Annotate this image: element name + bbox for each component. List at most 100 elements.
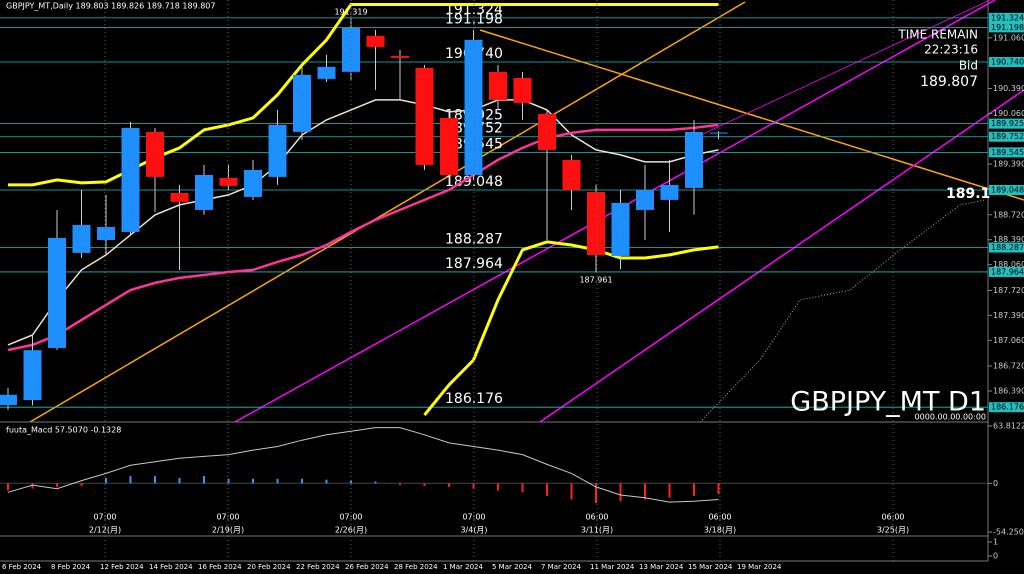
y-tick-label: 63.8122 — [993, 422, 1024, 431]
histogram-bar — [154, 476, 156, 484]
candle-body — [146, 131, 164, 177]
y-tick-label: 190.060 — [993, 109, 1024, 118]
candle-body — [611, 202, 630, 256]
histogram-bar — [301, 478, 303, 484]
candle-body — [268, 124, 287, 177]
level-axis-label: 189.925 — [991, 119, 1024, 128]
info-value: 189.807 — [920, 74, 978, 90]
x-tick-label: 13 Mar 2024 — [639, 563, 684, 571]
candle-body — [587, 191, 605, 255]
candle-body — [72, 224, 91, 253]
histogram-bar — [448, 483, 450, 487]
histogram-bar — [203, 476, 205, 484]
histogram-bar — [399, 483, 401, 486]
histogram-bar — [644, 483, 646, 500]
time-marker-date: 3/4(月) — [460, 526, 487, 535]
level-box — [989, 131, 1024, 142]
indicator-title: fuuta_Macd 57.5070 -0.1328 — [6, 426, 121, 435]
time-marker-time: 07:00 — [339, 513, 362, 522]
y-tick-label: 191.060 — [993, 33, 1024, 42]
time-marker-date: 3/11(月) — [581, 526, 613, 535]
histogram-bar — [56, 483, 58, 487]
candle-body — [440, 117, 458, 175]
x-tick-label: 6 Feb 2024 — [2, 563, 42, 571]
info-value: 22:23:16 — [924, 43, 978, 57]
candle-body — [415, 67, 434, 165]
level-axis-label: 191.198 — [991, 23, 1024, 32]
candle-body — [660, 184, 679, 200]
candle-body — [464, 39, 483, 175]
level-axis-label: 187.964 — [991, 267, 1024, 276]
x-tick-label: 20 Feb 2024 — [247, 563, 291, 571]
y-tick-label: 187.390 — [993, 311, 1024, 320]
histogram-bar — [276, 478, 279, 484]
watermark: GBPJPY_MT D1 — [790, 387, 986, 418]
candle-body — [562, 159, 581, 190]
x-tick-label: 5 Mar 2024 — [492, 563, 532, 571]
y-tick-label: 187.720 — [993, 286, 1024, 295]
x-tick-label: 15 Mar 2024 — [688, 563, 733, 571]
chart-title: GBPJPY_MT,Daily 189.803 189.826 189.718 … — [6, 2, 215, 11]
x-tick-label: 12 Feb 2024 — [100, 563, 144, 571]
histogram-bar — [717, 483, 720, 495]
histogram-bar — [31, 483, 34, 489]
candle-body — [709, 132, 728, 134]
time-marker-date: 2/12(月) — [89, 526, 121, 535]
y-tick-label: 186.390 — [993, 386, 1024, 395]
histogram-bar — [497, 483, 499, 491]
level-label: 189.048 — [445, 174, 503, 190]
level-box — [989, 402, 1024, 413]
level-box — [989, 57, 1024, 68]
candle-body — [391, 55, 409, 58]
x-tick-label: 26 Feb 2024 — [345, 563, 389, 571]
trendline-label: 189.1 — [946, 186, 990, 202]
candle-body — [366, 35, 385, 47]
histogram-bar — [423, 483, 426, 486]
candle-body — [23, 350, 42, 401]
x-tick-label: 22 Feb 2024 — [296, 563, 340, 571]
y-tick-label: 190.390 — [993, 84, 1024, 93]
time-marker-date: 2/19(月) — [212, 526, 244, 535]
candle-body — [293, 74, 311, 132]
candle-body — [342, 27, 360, 72]
level-label: 191.198 — [445, 11, 503, 27]
histogram-bar — [178, 477, 181, 484]
level-axis-label: 191.324 — [991, 13, 1024, 22]
overlay-line — [7, 123, 719, 352]
level-label: 187.964 — [445, 256, 503, 272]
y-tick-label: 188.390 — [993, 235, 1024, 244]
cloud-outline — [699, 199, 986, 423]
time-marker-date: 2/26(月) — [335, 526, 367, 535]
candle-body — [685, 131, 703, 188]
trendline — [29, 1, 746, 423]
channel-line — [539, 89, 1024, 423]
low-label: 187.961 — [579, 276, 612, 285]
histogram-bar — [227, 478, 230, 484]
level-axis-label: 188.287 — [991, 243, 1024, 252]
watermark-sub: 0000.00.00.00:00 — [915, 413, 986, 422]
y-tick-label: 187.060 — [993, 336, 1024, 345]
level-box — [989, 118, 1024, 129]
candle-body — [219, 177, 238, 186]
level-box — [989, 242, 1024, 253]
candle-body — [538, 113, 556, 150]
histogram-bar — [668, 483, 671, 498]
x-tick-label: 16 Feb 2024 — [198, 563, 242, 571]
x-tick-label: 19 Mar 2024 — [737, 563, 782, 571]
histogram-bar — [325, 479, 328, 484]
y-tick-label: 1 — [993, 538, 998, 547]
y-tick-label: 0 — [993, 552, 998, 561]
level-axis-label: 190.740 — [991, 58, 1024, 67]
histogram-bar — [350, 480, 352, 484]
level-box — [989, 12, 1024, 23]
level-axis-label: 189.752 — [991, 132, 1024, 141]
histogram-bar — [374, 481, 377, 484]
histogram-bar — [80, 483, 83, 486]
y-tick-label: -54.2508 — [993, 528, 1024, 537]
level-axis-label: 189.545 — [991, 148, 1024, 157]
trendline — [479, 29, 1024, 201]
signal-line — [7, 427, 719, 503]
overlay-line — [7, 99, 719, 346]
